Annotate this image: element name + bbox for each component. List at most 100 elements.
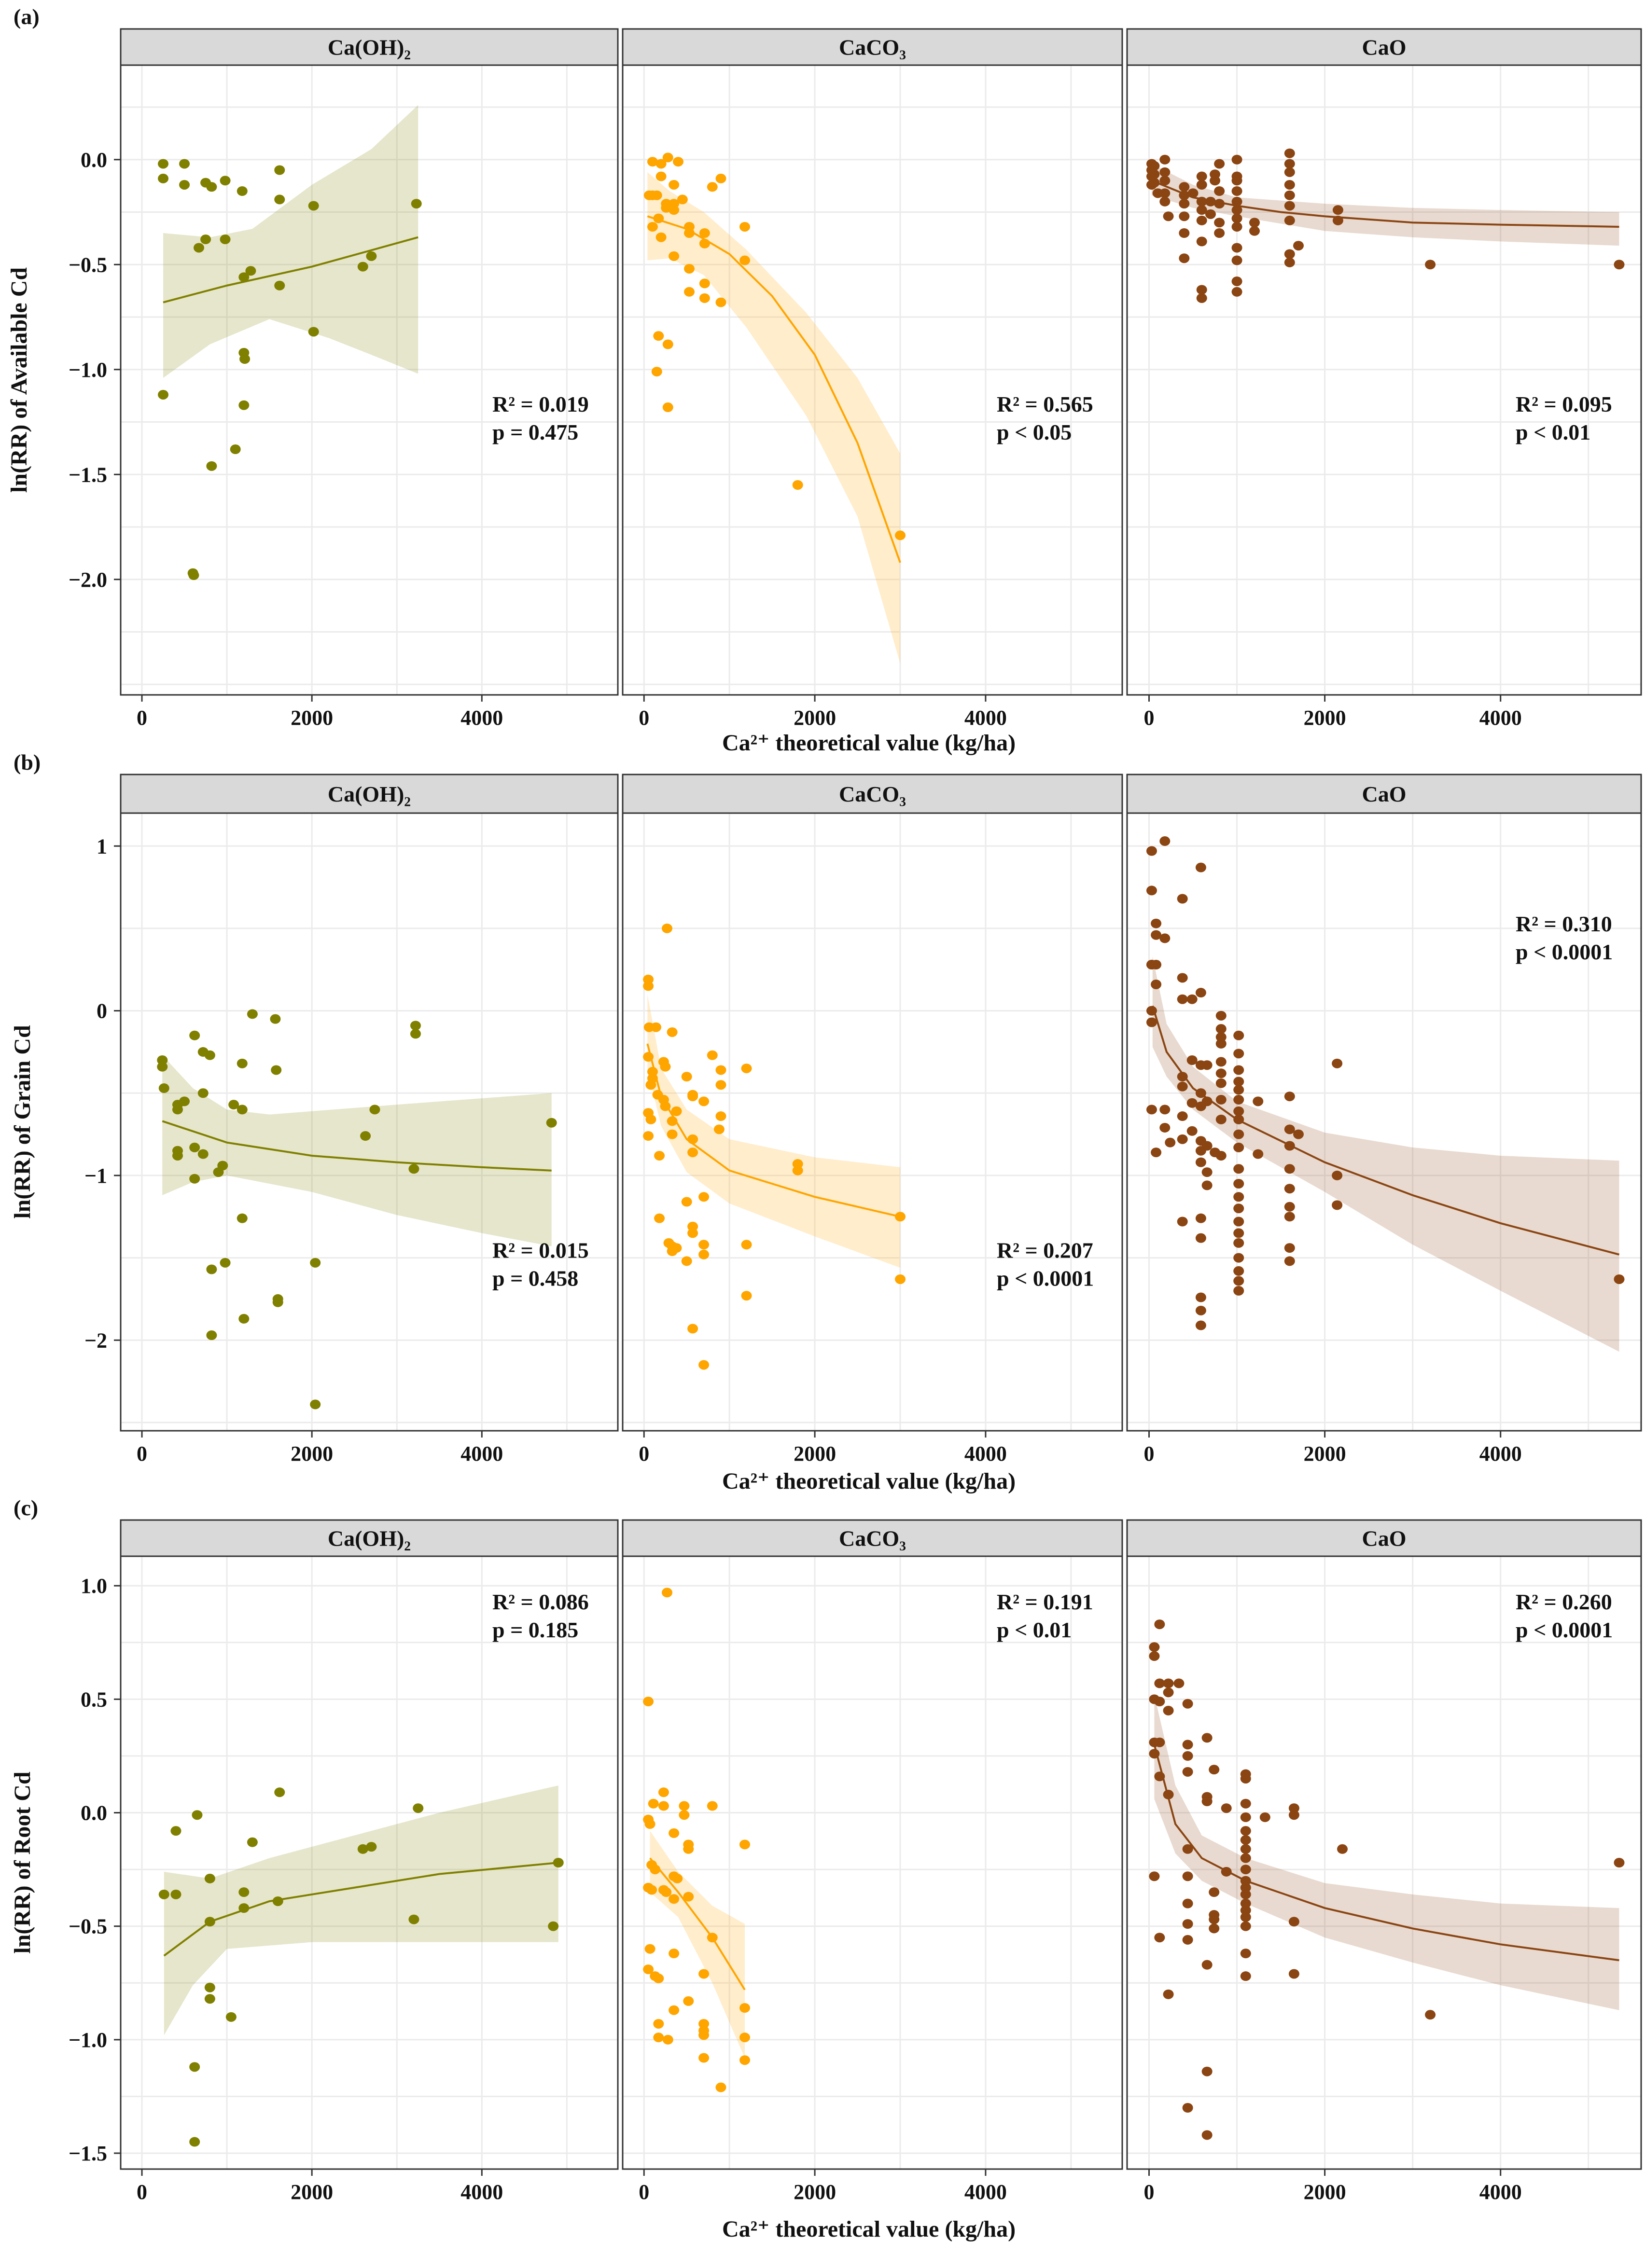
data-point xyxy=(1233,1129,1244,1139)
data-point xyxy=(1195,1233,1206,1243)
data-point xyxy=(1151,960,1162,970)
data-point xyxy=(1215,1078,1227,1088)
data-point xyxy=(1214,186,1225,196)
data-point xyxy=(1233,1253,1244,1263)
data-point xyxy=(1177,1217,1188,1227)
data-point xyxy=(1233,1286,1244,1296)
data-point xyxy=(698,2030,710,2040)
data-point xyxy=(1163,1687,1174,1698)
x-tick-label: 0 xyxy=(1144,1442,1155,1466)
data-point xyxy=(681,1256,692,1266)
fit-line xyxy=(1153,1744,1619,1962)
data-point xyxy=(684,263,695,274)
data-point xyxy=(1284,1092,1295,1102)
data-point xyxy=(1154,1697,1165,1707)
data-point xyxy=(1182,1935,1193,1945)
data-point xyxy=(239,354,251,364)
r-squared-label: R² = 0.015 xyxy=(492,1238,589,1263)
data-point xyxy=(1151,918,1162,928)
data-point xyxy=(698,1240,710,1250)
plot-area xyxy=(623,1556,1122,2169)
data-point xyxy=(192,1810,203,1820)
fit-line xyxy=(162,1120,552,1172)
data-point xyxy=(1288,1803,1299,1813)
data-point xyxy=(217,1161,228,1171)
data-point xyxy=(1284,159,1295,169)
data-point xyxy=(1240,1971,1251,1981)
p-value-label: p < 0.0001 xyxy=(1516,1618,1613,1642)
data-point xyxy=(1221,1803,1232,1813)
x-tick-label: 4000 xyxy=(1479,706,1522,730)
panel-border xyxy=(120,812,619,1432)
data-point xyxy=(1284,1202,1295,1212)
data-point xyxy=(1231,221,1242,232)
panel-border xyxy=(622,812,1123,1432)
data-point xyxy=(661,1887,672,1897)
y-axis-title: ln(RR) of Available Cd xyxy=(6,267,32,493)
data-point xyxy=(1214,159,1225,169)
data-point xyxy=(1154,1619,1165,1630)
x-axis-title: Ca²⁺ theoretical value (kg/ha) xyxy=(722,2216,1016,2242)
panel-caoh2: Ca(OH)₂ 0 2000 4000 R² = 0.015 p = 0.458 xyxy=(120,774,619,1466)
data-point xyxy=(1233,1192,1244,1202)
data-point xyxy=(1177,894,1188,904)
data-point xyxy=(193,243,204,253)
x-axis-title: Ca²⁺ theoretical value (kg/ha) xyxy=(722,730,1016,756)
y-tick-label: −0.5 xyxy=(69,1915,107,1938)
data-point xyxy=(189,1174,200,1184)
data-point xyxy=(1196,205,1207,215)
data-point xyxy=(228,1100,239,1110)
data-point xyxy=(1240,1898,1251,1908)
data-point xyxy=(1210,176,1221,186)
data-point xyxy=(655,159,667,169)
data-point xyxy=(310,1399,321,1410)
fit-line xyxy=(163,1862,558,1957)
data-point xyxy=(739,2055,750,2065)
data-point xyxy=(1196,171,1207,181)
x-tick-label: 4000 xyxy=(964,1442,1007,1466)
data-point xyxy=(1195,1292,1206,1302)
x-tick-label: 0 xyxy=(1144,706,1155,730)
plot-area xyxy=(623,65,1122,695)
r-squared-label: R² = 0.086 xyxy=(492,1590,589,1614)
data-point xyxy=(157,1062,168,1072)
data-point xyxy=(1240,1865,1251,1875)
data-point xyxy=(1249,218,1260,228)
data-point xyxy=(1196,180,1207,190)
data-point xyxy=(651,190,662,200)
data-point xyxy=(1231,213,1242,223)
data-point xyxy=(1149,1651,1160,1661)
data-point xyxy=(1240,1826,1251,1836)
data-point xyxy=(651,1022,661,1032)
data-point xyxy=(683,1844,694,1854)
p-value-label: p < 0.01 xyxy=(997,1618,1072,1642)
data-point xyxy=(681,1072,692,1082)
data-point xyxy=(1215,1150,1227,1161)
x-axis-title: Ca²⁺ theoretical value (kg/ha) xyxy=(722,1468,1016,1494)
data-point xyxy=(1196,293,1207,303)
data-point xyxy=(669,1949,680,1959)
data-point xyxy=(669,1828,680,1838)
data-point xyxy=(1182,1898,1193,1908)
data-point xyxy=(238,1887,250,1897)
x-tick-label: 2000 xyxy=(794,706,836,730)
facet-title: CaCO₃ xyxy=(839,782,906,806)
x-tick-label: 2000 xyxy=(291,1442,333,1466)
data-point xyxy=(1284,257,1295,267)
data-point xyxy=(1179,211,1190,221)
data-point xyxy=(1284,180,1295,190)
data-point xyxy=(366,251,377,261)
p-value-label: p < 0.05 xyxy=(997,420,1072,444)
data-point xyxy=(1337,1844,1348,1854)
data-point xyxy=(410,1029,421,1039)
data-point xyxy=(188,570,199,581)
row-label: (a) xyxy=(14,4,40,29)
data-point xyxy=(189,1030,200,1040)
data-point xyxy=(739,221,750,232)
data-point xyxy=(1209,1923,1220,1934)
facet-strip xyxy=(120,28,619,66)
data-point xyxy=(1332,1058,1343,1068)
r-squared-label: R² = 0.565 xyxy=(997,392,1093,416)
data-point xyxy=(653,2033,664,2043)
data-point xyxy=(1151,930,1162,940)
